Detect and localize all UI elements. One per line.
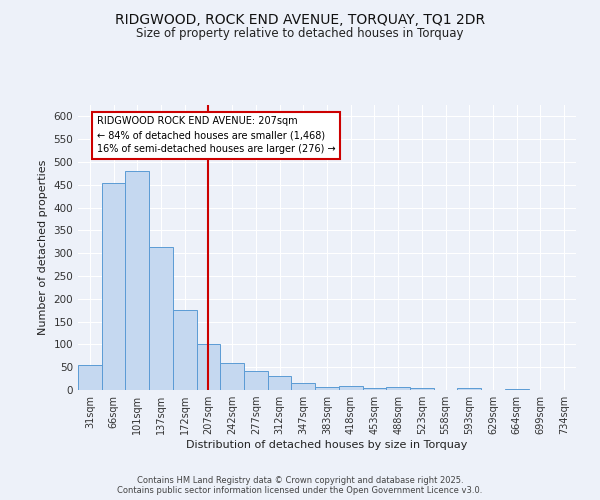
Text: RIDGWOOD ROCK END AVENUE: 207sqm
← 84% of detached houses are smaller (1,468)
16: RIDGWOOD ROCK END AVENUE: 207sqm ← 84% o… xyxy=(97,116,335,154)
Bar xyxy=(125,171,149,390)
Bar xyxy=(220,363,244,390)
Y-axis label: Number of detached properties: Number of detached properties xyxy=(38,160,48,335)
Bar xyxy=(315,387,339,390)
Bar xyxy=(339,386,362,390)
Bar xyxy=(386,387,410,390)
Bar xyxy=(410,388,434,390)
Bar xyxy=(457,388,481,390)
Bar xyxy=(505,389,529,390)
X-axis label: Distribution of detached houses by size in Torquay: Distribution of detached houses by size … xyxy=(187,440,467,450)
Bar xyxy=(102,182,125,390)
Bar xyxy=(78,365,102,390)
Bar xyxy=(197,344,220,390)
Bar xyxy=(149,248,173,390)
Text: RIDGWOOD, ROCK END AVENUE, TORQUAY, TQ1 2DR: RIDGWOOD, ROCK END AVENUE, TORQUAY, TQ1 … xyxy=(115,12,485,26)
Bar xyxy=(244,371,268,390)
Bar xyxy=(362,388,386,390)
Text: Contains public sector information licensed under the Open Government Licence v3: Contains public sector information licen… xyxy=(118,486,482,495)
Bar xyxy=(173,310,197,390)
Bar xyxy=(268,376,292,390)
Bar xyxy=(292,383,315,390)
Text: Contains HM Land Registry data © Crown copyright and database right 2025.: Contains HM Land Registry data © Crown c… xyxy=(137,476,463,485)
Text: Size of property relative to detached houses in Torquay: Size of property relative to detached ho… xyxy=(136,28,464,40)
